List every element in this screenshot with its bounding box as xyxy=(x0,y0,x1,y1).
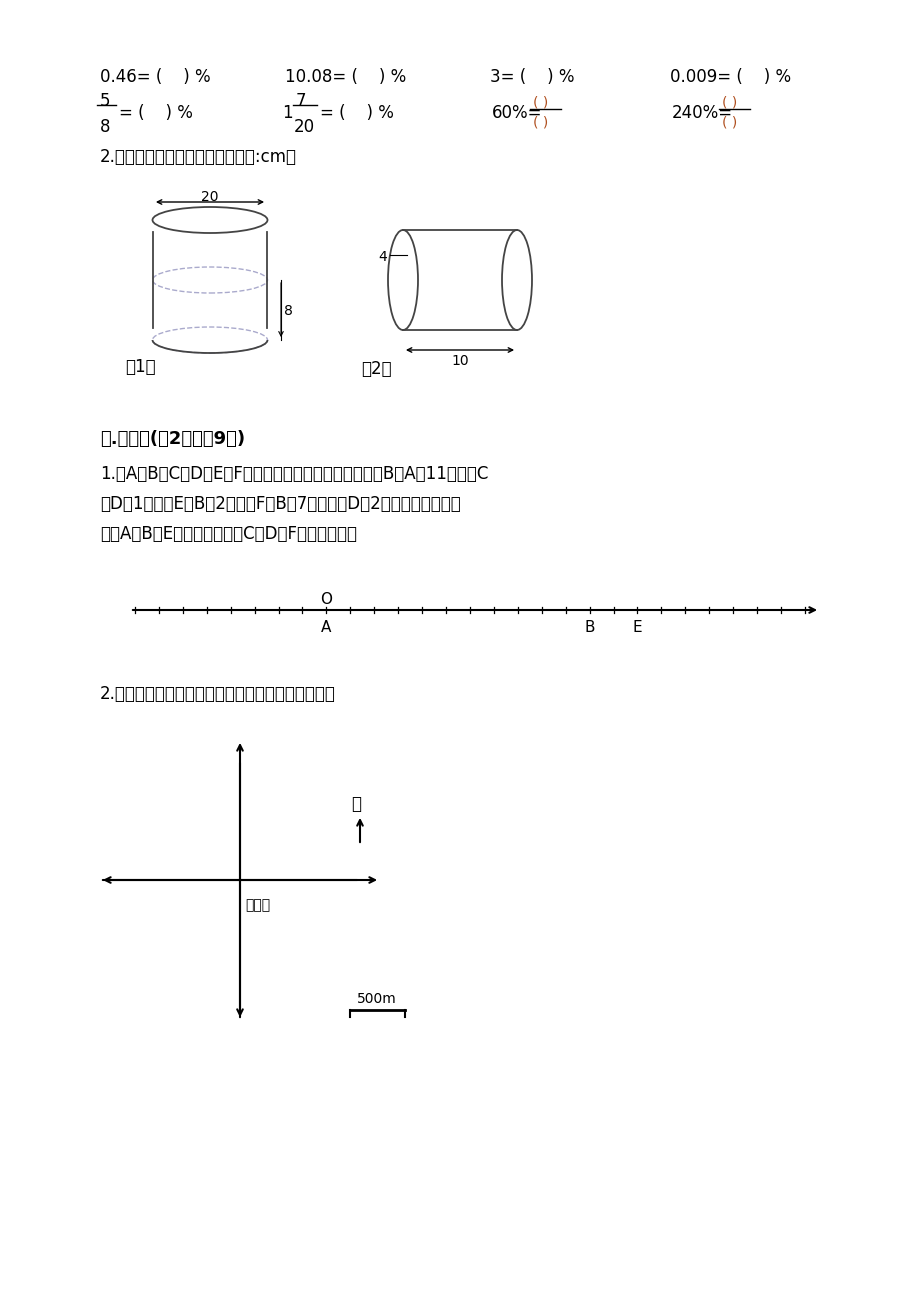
Text: 500m: 500m xyxy=(357,992,396,1006)
Text: ( ): ( ) xyxy=(721,116,736,130)
Text: 8: 8 xyxy=(100,118,110,135)
Text: 7: 7 xyxy=(296,92,306,109)
Text: = (    ) %: = ( ) % xyxy=(119,104,193,122)
Text: 1.有A、B、C、D、E、F六个小孩比身高，比的结果是：B比A高11厘米，C: 1.有A、B、C、D、E、F六个小孩比身高，比的结果是：B比A高11厘米，C xyxy=(100,465,488,483)
Text: 20: 20 xyxy=(294,118,315,135)
Text: 比D矮1厘米，E比B高2厘米，F比B矮7厘米，比D矮2厘米，在一条数轴: 比D矮1厘米，E比B高2厘米，F比B矮7厘米，比D矮2厘米，在一条数轴 xyxy=(100,495,460,513)
Text: E: E xyxy=(632,620,641,635)
Text: A: A xyxy=(321,620,331,635)
Text: 10: 10 xyxy=(450,354,469,368)
Text: B: B xyxy=(584,620,595,635)
Text: 五.作图题(共2题，共9分): 五.作图题(共2题，共9分) xyxy=(100,430,244,448)
Text: 2.根据下面的描述，在平面图上标出各场所的位置。: 2.根据下面的描述，在平面图上标出各场所的位置。 xyxy=(100,685,335,703)
Text: 北: 北 xyxy=(351,796,360,812)
Text: 60%=: 60%= xyxy=(492,104,542,122)
Text: （1）: （1） xyxy=(125,358,155,376)
Text: 0.009= (    ) %: 0.009= ( ) % xyxy=(669,68,790,86)
Text: 4: 4 xyxy=(378,250,386,264)
Text: 5: 5 xyxy=(100,92,110,109)
Text: 10.08= (    ) %: 10.08= ( ) % xyxy=(285,68,406,86)
Text: O: O xyxy=(320,592,332,607)
Text: ( ): ( ) xyxy=(532,116,548,130)
Text: 240%=: 240%= xyxy=(671,104,732,122)
Text: 20: 20 xyxy=(201,190,219,204)
Text: ( ): ( ) xyxy=(532,95,548,109)
Text: 1: 1 xyxy=(282,104,292,122)
Text: 电视塔: 电视塔 xyxy=(244,898,270,911)
Text: = (    ) %: = ( ) % xyxy=(320,104,393,122)
Text: （2）: （2） xyxy=(360,359,391,378)
Text: 8: 8 xyxy=(284,303,292,318)
Text: 0.46= (    ) %: 0.46= ( ) % xyxy=(100,68,210,86)
Text: 2.计算下列圆柱的表面积。（单位:cm）: 2.计算下列圆柱的表面积。（单位:cm） xyxy=(100,148,297,165)
Text: 上，A、B、E已标出，请你将C、D、F也标在图上。: 上，A、B、E已标出，请你将C、D、F也标在图上。 xyxy=(100,525,357,543)
Text: 3= (    ) %: 3= ( ) % xyxy=(490,68,573,86)
Text: ( ): ( ) xyxy=(721,95,736,109)
